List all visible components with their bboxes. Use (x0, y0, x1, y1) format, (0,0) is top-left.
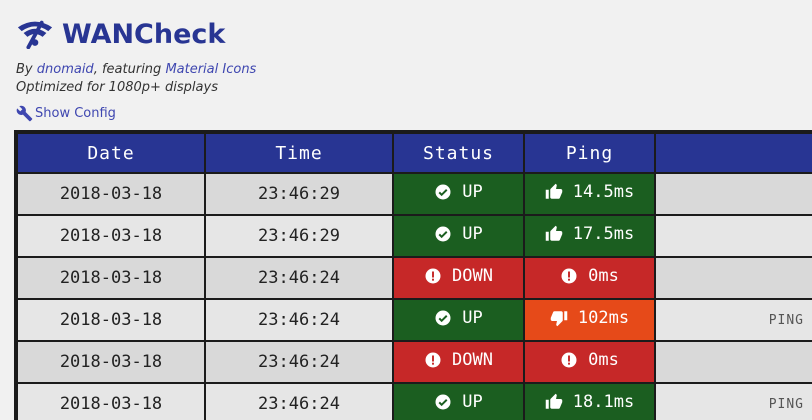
show-config-label: Show Config (35, 106, 116, 121)
status-cell: DOWN (394, 342, 523, 382)
time-cell: 23:46:29 (206, 216, 392, 256)
thumb-up-icon (545, 183, 563, 201)
thumb-up-icon (545, 393, 563, 411)
check-circle-icon (434, 183, 452, 201)
material-icons-link[interactable]: Material Icons (165, 62, 257, 77)
thumb-up-icon (545, 225, 563, 243)
thumb-down-icon (550, 309, 568, 327)
column-header-date[interactable]: Date (18, 134, 204, 172)
table-row: 2018-03-18 23:46:24 UP 18.1ms PING (18, 384, 812, 420)
extra-cell (656, 258, 812, 298)
date-cell: 2018-03-18 (18, 384, 204, 420)
extra-cell: PING (656, 300, 812, 340)
error-icon (424, 351, 442, 369)
extra-cell: PING (656, 384, 812, 420)
ping-cell: 0ms (525, 258, 654, 298)
status-cell: UP (394, 174, 523, 214)
ping-cell: 0ms (525, 342, 654, 382)
check-circle-icon (434, 225, 452, 243)
ping-value: 0ms (588, 266, 619, 286)
table-row: 2018-03-18 23:46:24 DOWN 0ms (18, 342, 812, 382)
date-cell: 2018-03-18 (18, 174, 204, 214)
title-row: WANCheck (16, 16, 256, 52)
status-cell: UP (394, 384, 523, 420)
column-header-extra[interactable] (656, 134, 812, 172)
time-cell: 23:46:29 (206, 174, 392, 214)
error-icon (560, 267, 578, 285)
author-link[interactable]: dnomaid (36, 62, 94, 77)
results-table-frame: Date Time Status Ping 2018-03-18 23:46:29… (14, 130, 812, 420)
ping-value: 17.5ms (572, 224, 635, 244)
table-row: 2018-03-18 23:46:29 UP 14.5ms (18, 174, 812, 214)
ping-cell: 18.1ms (525, 384, 654, 420)
ping-cell: 17.5ms (525, 216, 654, 256)
date-cell: 2018-03-18 (18, 216, 204, 256)
table-header-row: Date Time Status Ping (18, 134, 812, 172)
header: WANCheck By dnomaid, featuring Material … (16, 0, 256, 122)
show-config-button[interactable]: Show Config (16, 105, 256, 122)
ping-cell: 102ms (525, 300, 654, 340)
ping-value: 18.1ms (572, 392, 635, 412)
ping-value: 14.5ms (572, 182, 635, 202)
extra-cell (656, 174, 812, 214)
table-row: 2018-03-18 23:46:24 UP 102ms PING (18, 300, 812, 340)
wifi-off-logo-icon (17, 20, 53, 49)
wrench-icon (16, 105, 33, 122)
time-cell: 23:46:24 (206, 258, 392, 298)
status-cell: UP (394, 216, 523, 256)
byline: By dnomaid, featuring Material Icons (16, 62, 257, 77)
date-cell: 2018-03-18 (18, 300, 204, 340)
table-row: 2018-03-18 23:46:24 DOWN 0ms (18, 258, 812, 298)
status-label: DOWN (452, 350, 493, 370)
extra-cell (656, 342, 812, 382)
status-label: DOWN (452, 266, 493, 286)
status-cell: DOWN (394, 258, 523, 298)
results-table: Date Time Status Ping 2018-03-18 23:46:29… (16, 132, 812, 420)
time-cell: 23:46:24 (206, 342, 392, 382)
check-circle-icon (434, 393, 452, 411)
column-header-time[interactable]: Time (206, 134, 392, 172)
time-cell: 23:46:24 (206, 300, 392, 340)
check-circle-icon (434, 309, 452, 327)
time-cell: 23:46:24 (206, 384, 392, 420)
column-header-status[interactable]: Status (394, 134, 523, 172)
table-row: 2018-03-18 23:46:29 UP 17.5ms (18, 216, 812, 256)
date-cell: 2018-03-18 (18, 342, 204, 382)
column-header-ping[interactable]: Ping (525, 134, 654, 172)
status-cell: UP (394, 300, 523, 340)
ping-value: 0ms (588, 350, 619, 370)
status-label: UP (462, 182, 483, 202)
extra-cell (656, 216, 812, 256)
status-label: UP (462, 308, 483, 328)
error-icon (424, 267, 442, 285)
ping-cell: 14.5ms (525, 174, 654, 214)
ping-value: 102ms (577, 308, 630, 328)
app-title: WANCheck (62, 18, 226, 50)
error-icon (560, 351, 578, 369)
date-cell: 2018-03-18 (18, 258, 204, 298)
status-label: UP (462, 224, 483, 244)
status-label: UP (462, 392, 483, 412)
optimized-note: Optimized for 1080p+ displays (16, 80, 218, 95)
